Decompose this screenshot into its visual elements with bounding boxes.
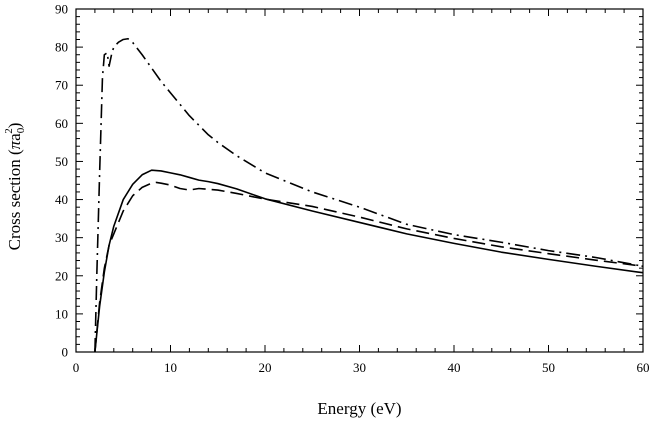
- y-axis-title: Cross section (πa02): [3, 123, 27, 251]
- y-axis-title-close: ): [5, 123, 24, 129]
- series-layer: [94, 37, 644, 353]
- x-tick-label: 10: [164, 360, 177, 375]
- x-tick-label: 60: [637, 360, 650, 375]
- y-tick-label: 0: [62, 345, 69, 360]
- series-line-solid: [94, 169, 644, 353]
- y-tick-label: 90: [55, 2, 68, 17]
- y-tick-label: 20: [55, 268, 68, 283]
- y-axis-title-a: a: [5, 133, 24, 141]
- plot-frame: [75, 8, 644, 353]
- series-line-dashed: [94, 181, 644, 353]
- y-axis-title-subscript: 0: [15, 127, 27, 133]
- y-tick-label: 10: [55, 306, 68, 321]
- x-tick-label: 30: [353, 360, 366, 375]
- series-line-dashdot: [94, 37, 644, 353]
- x-tick-label: 50: [542, 360, 555, 375]
- y-tick-label: 70: [55, 78, 68, 93]
- y-axis-title-pi: π: [5, 140, 24, 149]
- y-tick-label: 80: [55, 40, 68, 55]
- y-tick-label: 30: [55, 230, 68, 245]
- x-tick-label: 0: [73, 360, 80, 375]
- y-tick-label: 60: [55, 116, 68, 131]
- y-axis-title-main: Cross section (: [5, 149, 24, 250]
- axis-ticks: [75, 8, 644, 353]
- x-axis-title: Energy (eV): [317, 399, 401, 418]
- y-tick-label: 50: [55, 154, 68, 169]
- x-tick-label: 40: [448, 360, 461, 375]
- axis-tick-labels: 0 10 20 30 40 50 60 0 10 20 30 40 50 60 70 80 90: [55, 2, 650, 376]
- y-tick-label: 40: [55, 192, 68, 207]
- y-axis-title-superscript: 2: [3, 128, 15, 134]
- x-tick-label: 20: [259, 360, 272, 375]
